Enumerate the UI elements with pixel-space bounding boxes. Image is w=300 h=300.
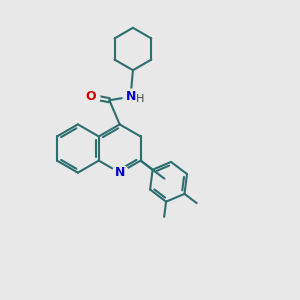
Text: N: N xyxy=(125,90,136,103)
Text: N: N xyxy=(115,166,125,179)
Text: O: O xyxy=(86,90,96,103)
Text: H: H xyxy=(136,94,144,104)
